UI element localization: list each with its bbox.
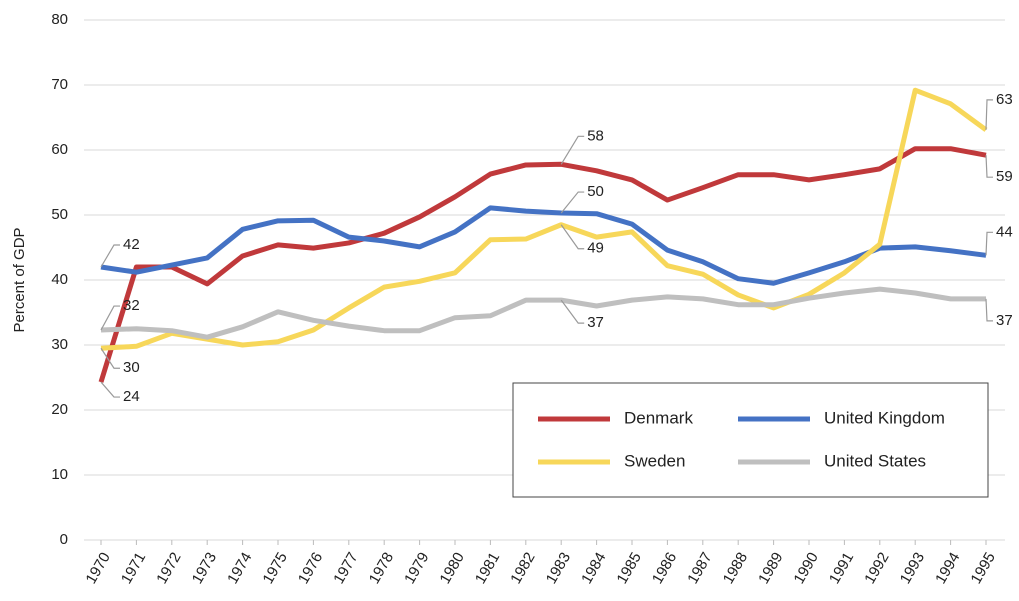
x-tick-label: 1985 — [613, 549, 644, 586]
leader-line — [985, 99, 993, 130]
y-axis-label: Percent of GDP — [11, 227, 28, 332]
legend-label: United Kingdom — [824, 408, 945, 427]
x-tick-label: 1975 — [259, 549, 290, 586]
data-label: 42 — [123, 236, 140, 253]
y-tick-label: 0 — [60, 531, 68, 548]
x-tick-label: 1989 — [755, 549, 786, 586]
x-tick-label: 1984 — [578, 549, 609, 586]
x-tick-label: 1972 — [153, 549, 184, 586]
data-label: 49 — [587, 240, 604, 257]
x-tick-label: 1974 — [224, 549, 255, 586]
data-label: 37 — [996, 312, 1013, 329]
x-tick-label: 1976 — [295, 549, 326, 586]
legend-label: Sweden — [624, 451, 685, 470]
data-label: 63 — [996, 91, 1013, 108]
leader-line — [100, 381, 120, 398]
y-tick-label: 10 — [51, 466, 68, 483]
leader-line — [985, 155, 993, 178]
data-label: 30 — [123, 359, 140, 376]
x-tick-label: 1991 — [826, 549, 857, 586]
x-tick-label: 1994 — [932, 549, 963, 586]
leader-line — [100, 347, 120, 369]
data-label: 37 — [587, 314, 604, 331]
data-label: 50 — [587, 183, 604, 200]
data-label: 24 — [123, 388, 140, 405]
legend-label: Denmark — [624, 408, 693, 427]
y-tick-label: 50 — [51, 206, 68, 223]
y-tick-label: 30 — [51, 336, 68, 353]
leader-line — [100, 305, 120, 331]
leader-line — [560, 135, 585, 165]
data-label: 44 — [996, 223, 1013, 240]
x-tick-label: 1971 — [118, 549, 149, 586]
y-tick-label: 20 — [51, 401, 68, 418]
leader-line — [985, 298, 993, 322]
x-tick-label: 1983 — [543, 549, 574, 586]
y-tick-label: 70 — [51, 76, 68, 93]
x-tick-label: 1979 — [401, 549, 432, 586]
series-line — [98, 146, 987, 383]
x-tick-label: 1987 — [684, 549, 715, 586]
legend-label: United States — [824, 451, 926, 470]
x-tick-label: 1993 — [897, 549, 928, 586]
series-line — [100, 205, 987, 286]
x-tick-label: 1986 — [649, 549, 680, 586]
x-tick-label: 1980 — [436, 549, 467, 586]
x-tick-label: 1982 — [507, 549, 538, 586]
leader-line — [560, 299, 585, 324]
x-tick-label: 1995 — [967, 549, 998, 586]
x-tick-label: 1988 — [720, 549, 751, 586]
data-label: 58 — [587, 127, 604, 144]
y-tick-label: 60 — [51, 141, 68, 158]
series-line — [100, 87, 988, 351]
y-tick-label: 80 — [51, 11, 68, 28]
leader-line — [560, 224, 585, 250]
legend-box — [512, 382, 989, 498]
leader-line — [100, 244, 120, 268]
data-label: 32 — [123, 297, 140, 314]
leader-line — [560, 191, 585, 214]
y-tick-label: 40 — [51, 271, 68, 288]
x-tick-label: 1981 — [472, 549, 503, 586]
leader-line — [985, 231, 993, 256]
x-tick-label: 1990 — [790, 549, 821, 586]
x-tick-label: 1977 — [330, 549, 361, 586]
x-tick-label: 1978 — [366, 549, 397, 586]
data-label: 59 — [996, 168, 1013, 185]
series-line — [100, 286, 986, 340]
x-tick-label: 1992 — [861, 549, 892, 586]
x-tick-label: 1970 — [82, 549, 113, 586]
x-tick-label: 1973 — [189, 549, 220, 586]
